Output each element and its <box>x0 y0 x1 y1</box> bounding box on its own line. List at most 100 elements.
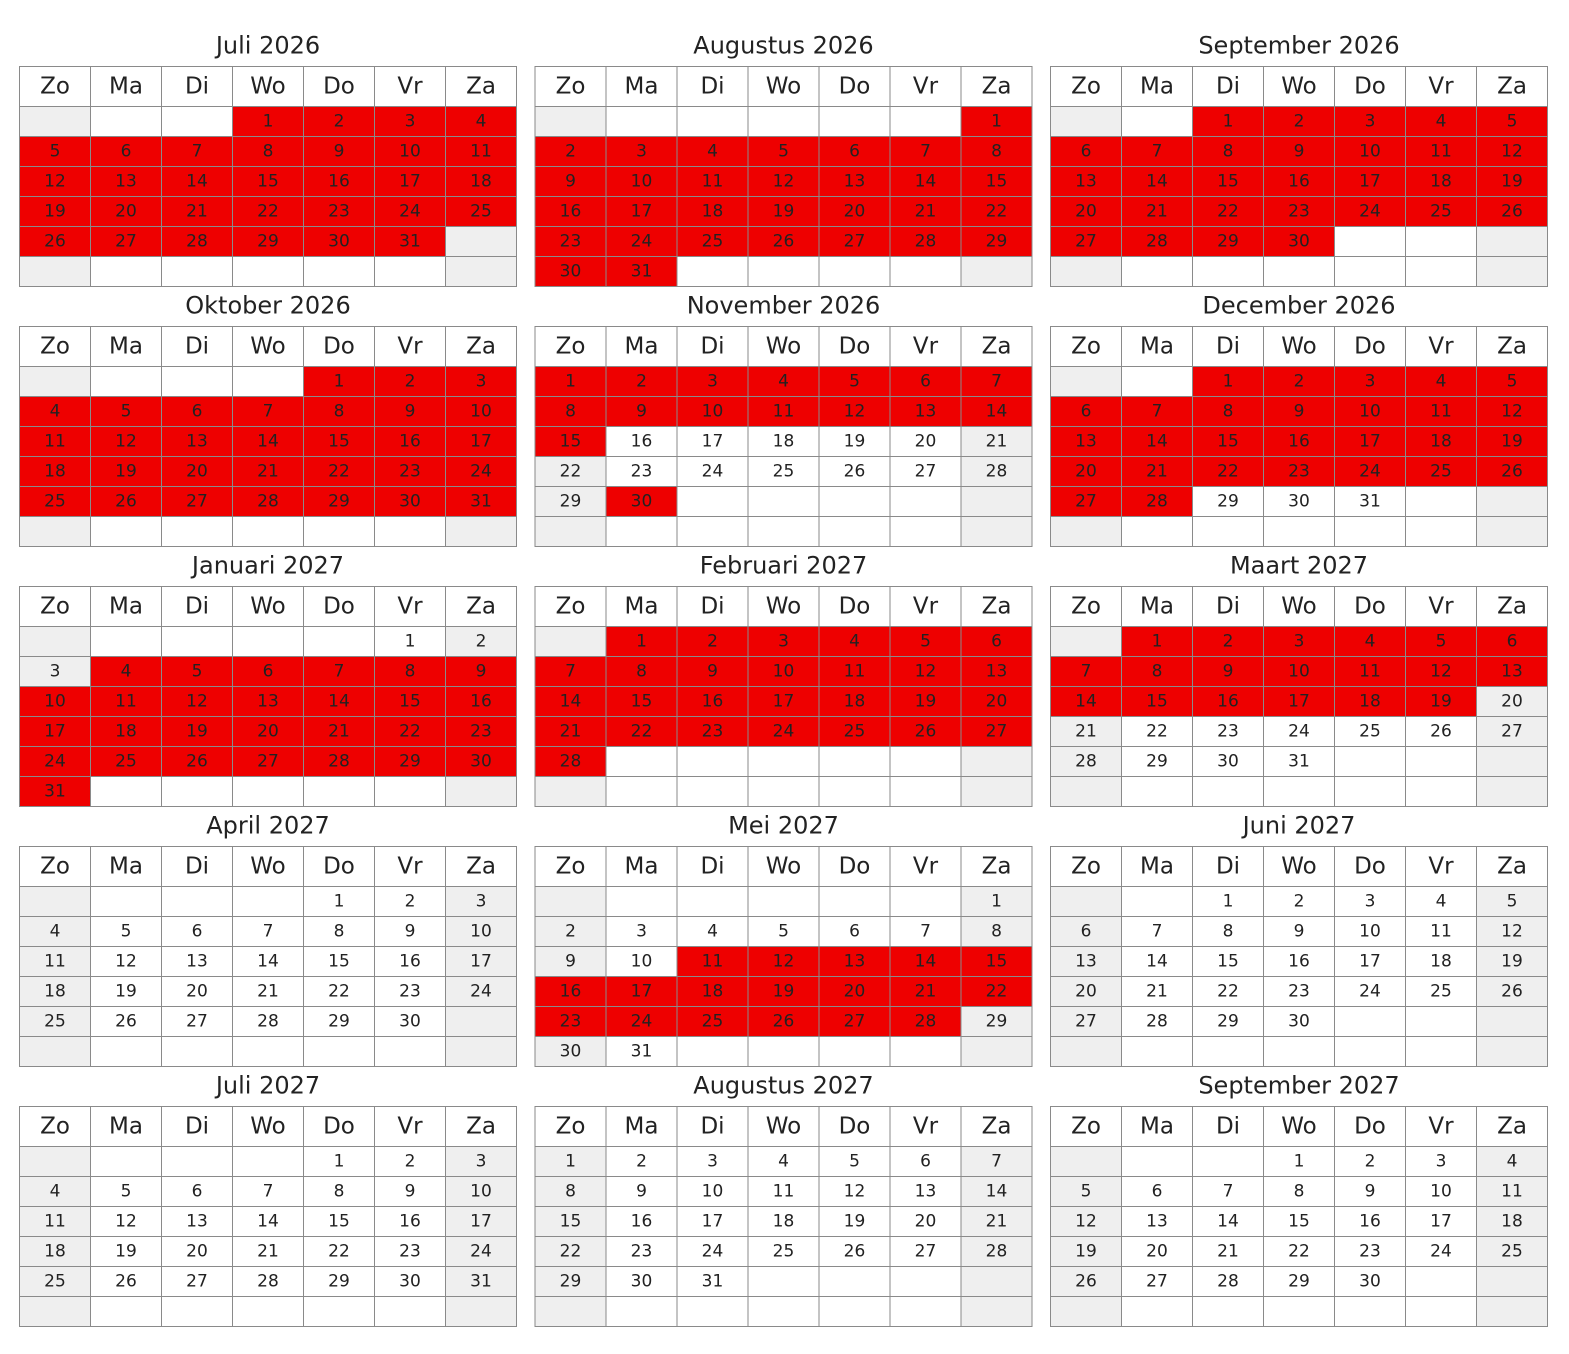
day-number: 2 <box>1294 892 1305 912</box>
day-cell <box>1476 746 1548 777</box>
day-cell <box>1476 776 1548 807</box>
day-number: 3 <box>1365 372 1376 392</box>
day-cell <box>960 1296 1033 1327</box>
day-number: 22 <box>328 1242 350 1262</box>
booked-day-cell <box>232 166 304 197</box>
day-number: 20 <box>1075 202 1097 222</box>
day-number: 26 <box>115 492 137 512</box>
day-cell <box>1476 226 1548 257</box>
day-number: 7 <box>263 922 274 942</box>
weekday-header: Wo <box>250 594 285 620</box>
day-number: 23 <box>470 722 492 742</box>
booked-day-cell <box>605 366 678 397</box>
booked-day-cell <box>161 166 233 197</box>
day-cell <box>19 256 91 287</box>
day-cell <box>960 916 1033 947</box>
day-cell <box>1192 1146 1264 1177</box>
day-cell <box>19 656 91 687</box>
booked-day-cell <box>889 1006 962 1037</box>
booked-day-cell <box>676 396 749 427</box>
day-number: 23 <box>1359 1242 1381 1262</box>
booked-day-cell <box>1334 456 1406 487</box>
day-number: 24 <box>1359 462 1381 482</box>
weekday-header: Vr <box>397 854 423 880</box>
day-number: 5 <box>920 632 931 652</box>
day-cell <box>90 776 162 807</box>
weekday-header: Di <box>700 1114 724 1140</box>
day-cell <box>1476 256 1548 287</box>
booked-day-cell <box>960 226 1033 257</box>
month-title: Januari 2027 <box>190 552 344 580</box>
day-number: 29 <box>399 752 421 772</box>
day-number: 26 <box>1075 1272 1097 1292</box>
day-number: 7 <box>920 922 931 942</box>
day-number: 16 <box>399 952 421 972</box>
day-number: 12 <box>1430 662 1452 682</box>
day-cell <box>1050 776 1122 807</box>
booked-day-cell <box>19 746 91 777</box>
booked-day-cell <box>303 486 375 517</box>
booked-day-cell <box>1263 366 1335 397</box>
day-number: 4 <box>1436 892 1447 912</box>
day-cell <box>161 256 233 287</box>
day-cell <box>1192 916 1264 947</box>
day-cell <box>303 1266 375 1297</box>
day-cell <box>1476 486 1548 517</box>
day-cell <box>161 1146 233 1177</box>
booked-day-cell <box>1192 136 1264 167</box>
day-cell <box>19 366 91 397</box>
booked-day-cell <box>1476 396 1548 427</box>
day-cell <box>1192 946 1264 977</box>
weekday-header: Ma <box>1140 1114 1174 1140</box>
day-number: 4 <box>778 372 789 392</box>
day-number: 5 <box>1081 1182 1092 1202</box>
day-cell <box>1334 1146 1406 1177</box>
day-cell <box>161 946 233 977</box>
booked-day-cell <box>818 976 891 1007</box>
day-number: 21 <box>257 982 279 1002</box>
day-cell <box>747 1206 820 1237</box>
day-cell <box>747 746 820 777</box>
day-cell <box>1121 1266 1193 1297</box>
day-number: 3 <box>707 1152 718 1172</box>
day-number: 16 <box>1288 952 1310 972</box>
day-number: 18 <box>44 462 66 482</box>
day-cell <box>303 1036 375 1067</box>
booked-day-cell <box>1121 166 1193 197</box>
day-cell <box>1192 256 1264 287</box>
weekday-header-cell <box>1405 846 1477 887</box>
day-cell <box>19 1036 91 1067</box>
day-number: 28 <box>915 232 937 252</box>
day-cell <box>1121 976 1193 1007</box>
booked-day-cell <box>676 166 749 197</box>
day-number: 2 <box>405 1152 416 1172</box>
day-cell <box>232 916 304 947</box>
day-cell <box>445 1146 517 1177</box>
day-number: 10 <box>631 952 653 972</box>
day-cell <box>605 746 678 777</box>
weekday-header-cell <box>818 1106 891 1147</box>
weekday-header: Ma <box>625 334 659 360</box>
day-number: 18 <box>44 1242 66 1262</box>
booked-day-cell <box>676 366 749 397</box>
day-number: 5 <box>121 402 132 422</box>
booked-day-cell <box>676 136 749 167</box>
booked-day-cell <box>534 976 607 1007</box>
weekday-header: Do <box>1354 854 1386 880</box>
day-number: 3 <box>707 372 718 392</box>
weekday-header: Wo <box>250 334 285 360</box>
day-number: 29 <box>257 232 279 252</box>
day-number: 17 <box>631 202 653 222</box>
day-number: 25 <box>773 462 795 482</box>
day-cell <box>90 886 162 917</box>
day-number: 21 <box>1146 982 1168 1002</box>
month-title: September 2026 <box>1198 32 1399 60</box>
booked-day-cell <box>534 1006 607 1037</box>
day-cell <box>232 886 304 917</box>
day-number: 19 <box>115 982 137 1002</box>
day-cell <box>605 1146 678 1177</box>
weekday-header: Do <box>323 74 355 100</box>
booked-day-cell <box>1192 626 1264 657</box>
day-cell <box>161 776 233 807</box>
weekday-header: Vr <box>1428 854 1454 880</box>
